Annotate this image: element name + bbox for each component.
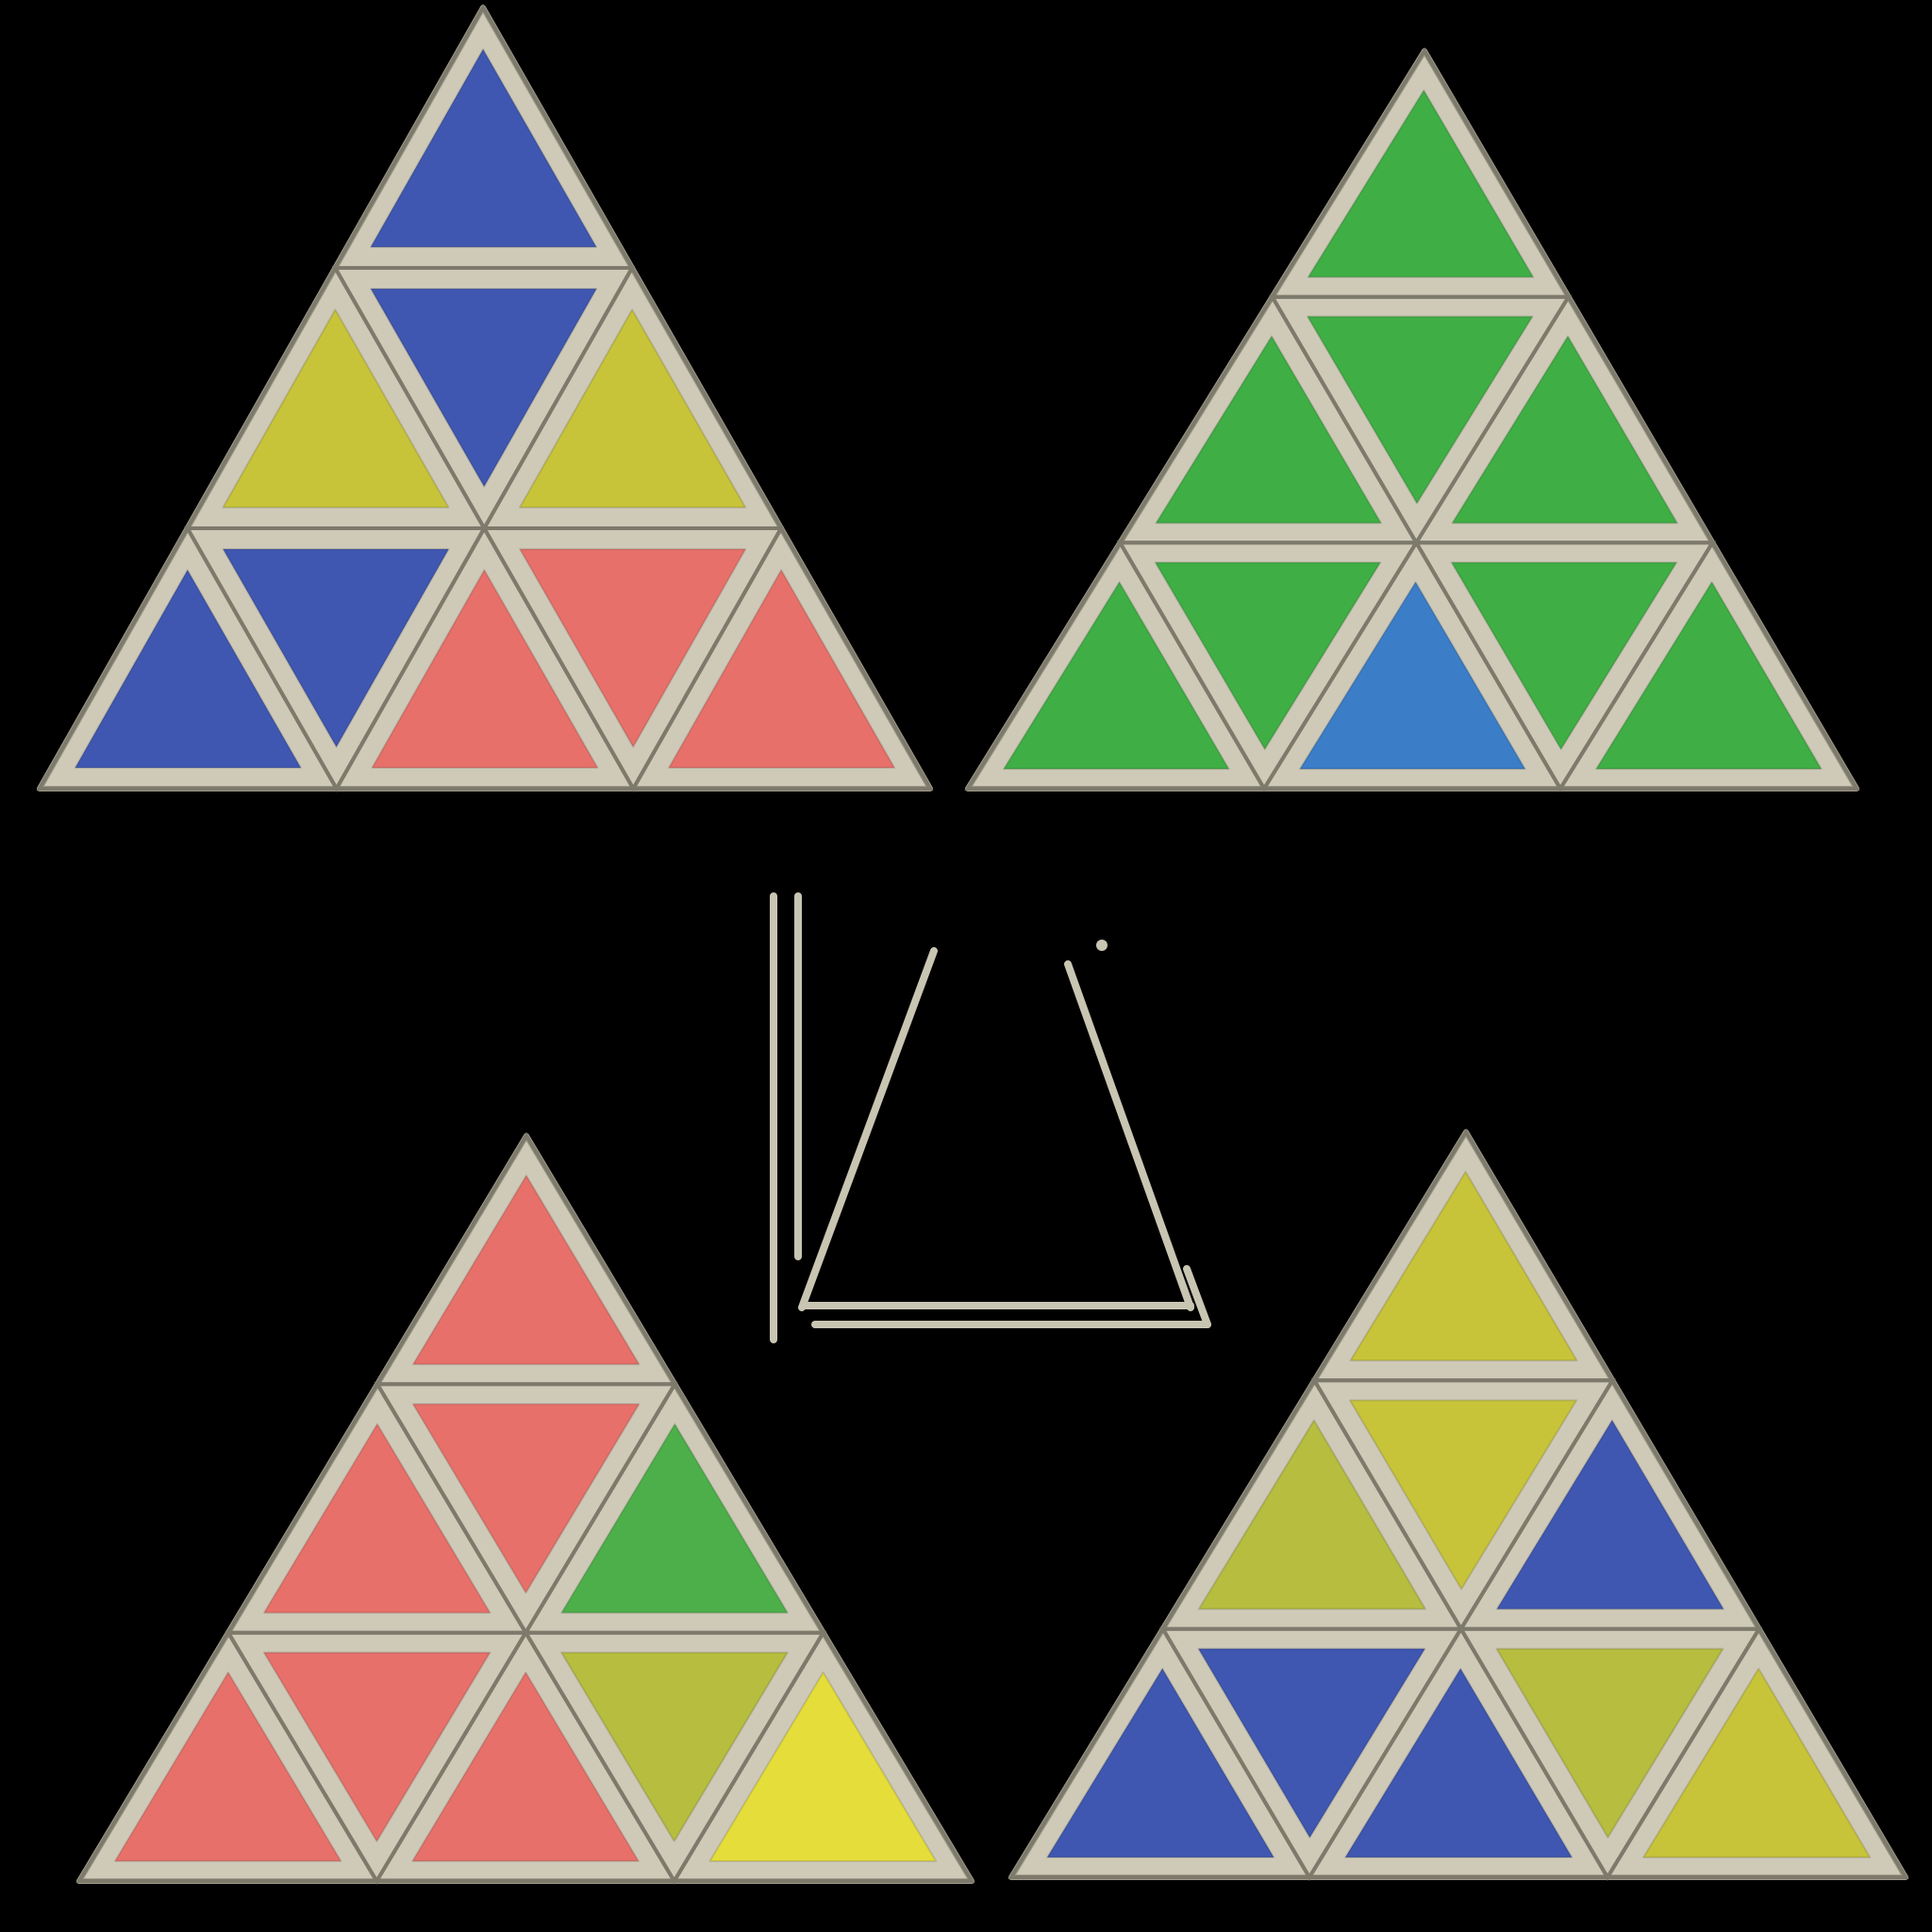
sticker-yellow-green <box>560 1651 789 1842</box>
sticker-green-bright <box>1307 89 1535 278</box>
top-right-face <box>964 47 1860 792</box>
sticker-yellow <box>1349 1399 1578 1591</box>
sticker-yellow <box>222 308 450 508</box>
sticker-blue <box>1344 1667 1574 1858</box>
sticker-red <box>371 569 599 769</box>
sticker-blue <box>1046 1667 1275 1858</box>
fold-line-left-diagonal <box>798 947 938 1311</box>
sticker-yellow-green <box>1197 1419 1426 1610</box>
sticker-blue <box>370 48 598 248</box>
sticker-blue <box>1197 1647 1426 1839</box>
piece-outline <box>629 524 934 791</box>
piece-outline <box>671 1628 975 1883</box>
sticker-blue <box>74 569 302 769</box>
piece-seams <box>964 47 1860 792</box>
fold-line-right-outer <box>1183 1265 1211 1328</box>
sticker-red <box>668 569 896 769</box>
sticker-green-bright <box>1595 581 1823 771</box>
piece-seams <box>36 3 934 793</box>
sticker-blue <box>222 548 450 748</box>
fold-outline <box>770 892 1211 1343</box>
sticker-red <box>411 1403 641 1594</box>
sticker-green-bright <box>1155 335 1382 525</box>
fold-line-right-diagonal <box>1064 960 1194 1311</box>
sticker-blue <box>1495 1419 1724 1610</box>
sticker-green-bright <box>1451 335 1678 525</box>
sticker-red <box>113 1671 342 1862</box>
sticker-red <box>411 1671 640 1862</box>
sticker-green-bright <box>1307 315 1534 505</box>
sticker-red <box>262 1423 491 1614</box>
bottom-right-face <box>1008 1128 1909 1881</box>
sticker-blue <box>370 288 598 488</box>
sticker-green-bright <box>1450 561 1678 751</box>
sticker-yellow <box>1349 1171 1578 1362</box>
sticker-green-bright <box>1154 561 1382 751</box>
top-left-face <box>36 3 934 793</box>
piece-seams <box>75 1132 975 1885</box>
piece-outline <box>1604 1624 1909 1879</box>
sticker-yellow-bright <box>708 1671 938 1862</box>
sticker-red <box>519 548 747 748</box>
piece-outline <box>1557 539 1860 791</box>
sticker-green-bright <box>1003 581 1230 771</box>
fold-dot <box>1096 940 1108 951</box>
sticker-blue-light <box>1299 581 1526 771</box>
sticker-yellow <box>519 308 747 508</box>
sticker-green <box>560 1423 789 1614</box>
bottom-left-face <box>75 1132 975 1885</box>
sticker-yellow-green <box>1495 1647 1724 1839</box>
sticker-red <box>411 1174 641 1366</box>
piece-seams <box>1008 1128 1909 1881</box>
sticker-yellow <box>1642 1667 1872 1858</box>
sticker-red <box>262 1651 491 1842</box>
